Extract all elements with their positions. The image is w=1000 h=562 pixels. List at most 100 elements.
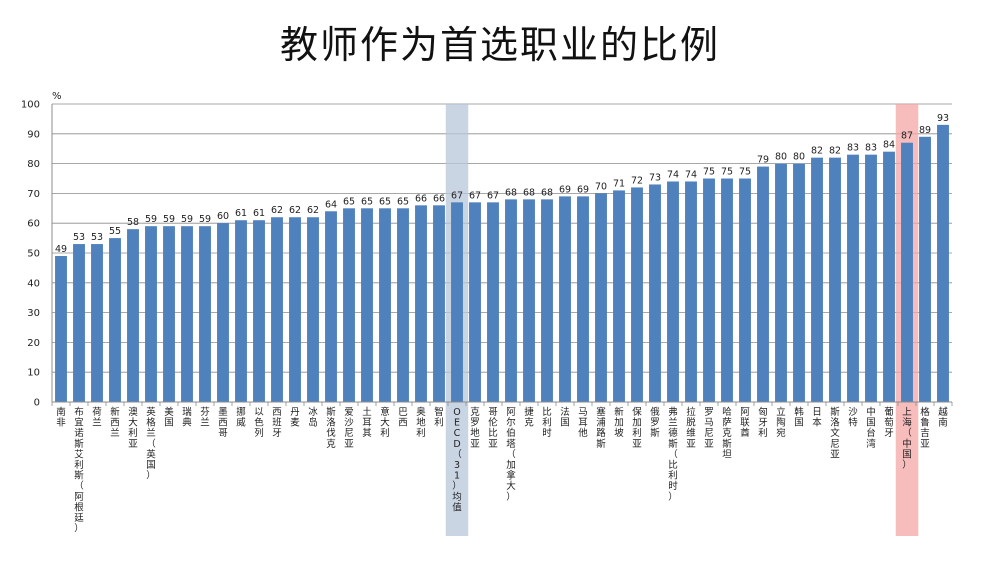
bar <box>721 178 733 402</box>
data-label: 67 <box>451 190 463 201</box>
category-label: 以色列 <box>254 407 264 439</box>
data-label: 62 <box>271 205 283 216</box>
category-label: 葡萄牙 <box>884 406 894 439</box>
category-label: 匈牙利 <box>758 406 768 439</box>
bar <box>595 193 607 402</box>
bar <box>811 157 823 402</box>
bar <box>937 124 949 403</box>
bar <box>541 199 553 402</box>
category-label: 法国 <box>560 406 570 429</box>
bar <box>559 196 571 402</box>
y-tick-label: 60 <box>27 219 40 230</box>
y-axis-label: % <box>52 91 62 102</box>
category-label: 澳大利亚 <box>128 406 138 450</box>
data-label: 69 <box>559 184 571 195</box>
bar <box>289 217 301 402</box>
category-label: 中国台湾 <box>866 406 876 450</box>
category-label: 越南 <box>938 406 948 429</box>
data-label: 82 <box>829 146 841 157</box>
y-tick-label: 10 <box>27 368 40 379</box>
y-tick-label: 20 <box>27 338 40 349</box>
category-label: 荷兰 <box>92 407 102 429</box>
bar <box>901 142 913 403</box>
y-tick-label: 100 <box>21 100 40 111</box>
bar <box>757 166 769 402</box>
data-label: 84 <box>883 140 895 151</box>
bars <box>55 124 949 403</box>
bar <box>397 208 409 402</box>
data-label: 53 <box>73 232 85 243</box>
y-tick-label: 70 <box>27 189 40 200</box>
category-label: 阿尔伯塔（加拿大） <box>506 407 516 503</box>
bar <box>883 151 895 402</box>
data-label: 53 <box>91 232 103 243</box>
category-label: 塞浦路斯 <box>596 406 606 450</box>
data-label: 58 <box>127 217 139 228</box>
bar <box>649 184 661 402</box>
data-label: 72 <box>631 175 643 186</box>
data-label: 59 <box>199 214 211 225</box>
data-label: 74 <box>667 169 679 180</box>
category-label: 意大利 <box>380 406 390 439</box>
category-label: 新西兰 <box>110 406 120 439</box>
data-label: 66 <box>415 193 427 204</box>
data-label: 59 <box>145 214 157 225</box>
bar <box>307 217 319 402</box>
data-label: 70 <box>595 181 607 192</box>
bar <box>109 238 121 402</box>
bar <box>91 244 103 402</box>
bar <box>667 181 679 402</box>
category-label: 格鲁吉亚 <box>920 406 930 450</box>
bar <box>235 220 247 402</box>
data-label: 59 <box>163 214 175 225</box>
bar <box>613 190 625 402</box>
category-label: 智利 <box>434 406 444 429</box>
bar <box>181 226 193 402</box>
bar <box>577 196 589 402</box>
data-label: 75 <box>739 167 751 178</box>
data-label: 61 <box>235 208 247 219</box>
category-label: 上海（中国） <box>902 407 912 471</box>
category-label: 南非 <box>56 406 66 429</box>
category-label: 墨西哥 <box>218 407 228 439</box>
y-tick-label: 50 <box>27 249 40 260</box>
data-label: 87 <box>901 131 913 142</box>
data-label: 68 <box>523 187 535 198</box>
data-label: 65 <box>343 196 355 207</box>
bar <box>919 136 931 402</box>
category-label: 日本 <box>812 407 822 429</box>
bar <box>415 205 427 402</box>
bar <box>631 187 643 402</box>
category-label: 芬兰 <box>200 407 210 429</box>
category-label: 俄罗斯 <box>650 406 660 439</box>
data-label: 83 <box>865 143 877 154</box>
data-label: 75 <box>721 167 733 178</box>
bar <box>451 202 463 402</box>
category-label: 弗兰德斯（比利时） <box>668 406 678 503</box>
category-label: 爱沙尼亚 <box>344 406 354 450</box>
category-label: 新加坡 <box>614 406 624 439</box>
data-label: 49 <box>55 244 67 255</box>
category-label: 韩国 <box>794 406 804 429</box>
data-label: 71 <box>613 178 625 189</box>
data-label: 68 <box>541 187 553 198</box>
category-label: O E C D （3 1 ）均值 <box>452 407 462 513</box>
bar <box>865 154 877 402</box>
bar <box>505 199 517 402</box>
bar <box>253 220 265 402</box>
y-tick-label: 40 <box>27 278 40 289</box>
category-label: 捷克 <box>524 406 534 429</box>
data-label: 62 <box>307 205 319 216</box>
category-label: 拉脱维亚 <box>686 406 696 450</box>
category-label: 布宜诺斯艾利斯（阿根廷） <box>74 406 84 535</box>
chart-title: 教师作为首选职业的比例 <box>279 23 720 67</box>
bar <box>343 208 355 402</box>
data-label: 89 <box>919 125 931 136</box>
category-label: 立陶宛 <box>776 406 786 439</box>
data-label: 73 <box>649 172 661 183</box>
bar <box>775 163 787 402</box>
bar <box>127 229 139 402</box>
category-label: 哥伦比亚 <box>488 407 498 450</box>
data-label: 93 <box>937 113 949 124</box>
